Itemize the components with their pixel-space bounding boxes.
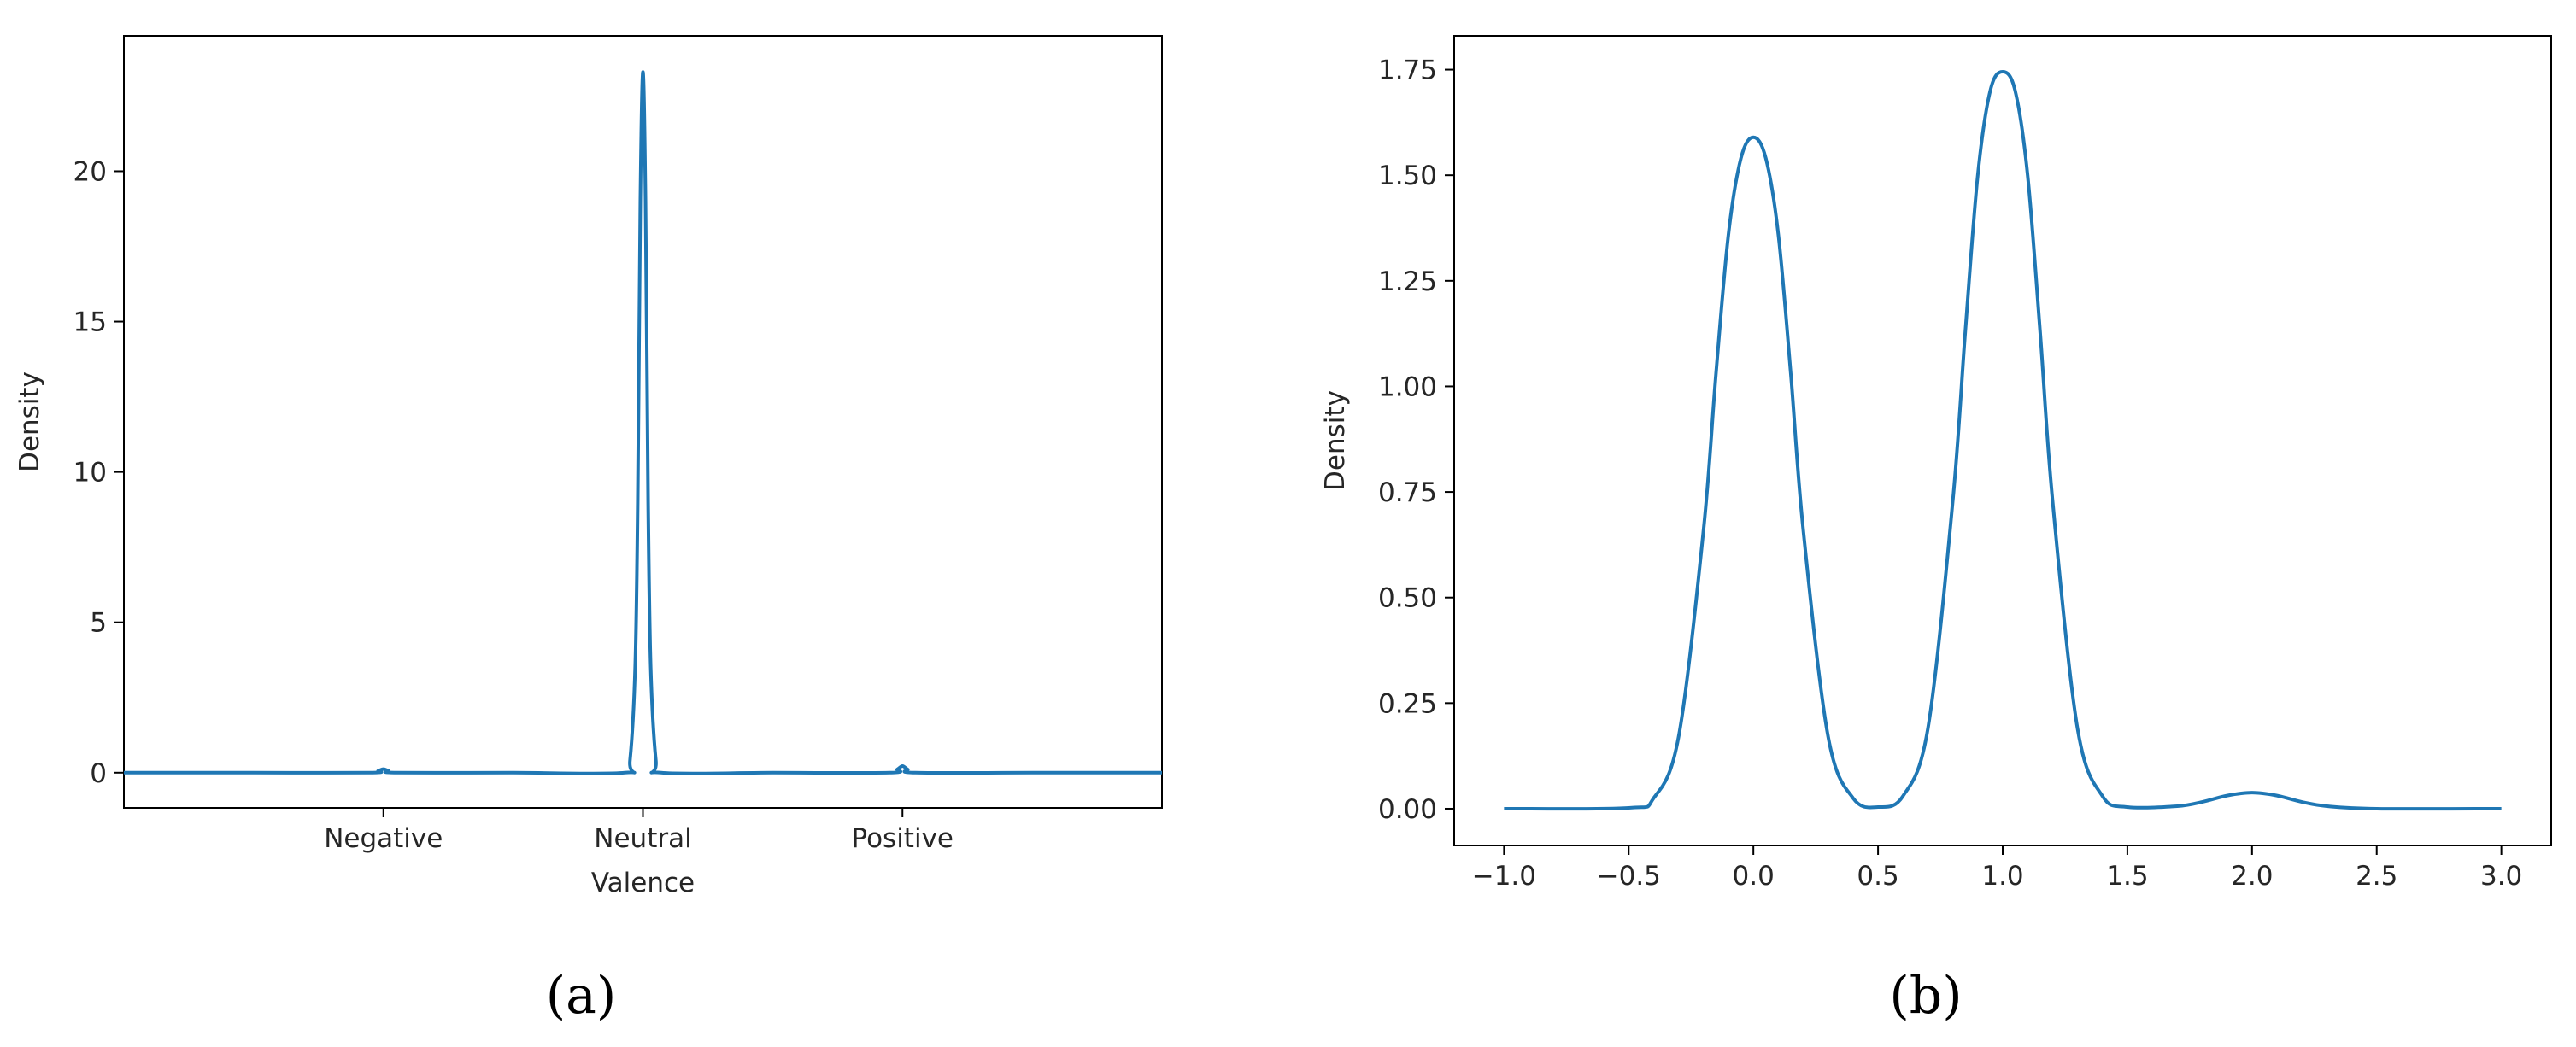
x-tick-label: Positive — [851, 823, 954, 854]
y-tick-label: 1.50 — [1378, 161, 1437, 191]
x-tick-label: −0.5 — [1597, 861, 1661, 892]
panel-label: (a) — [546, 966, 617, 1026]
y-tick-label: 0.25 — [1378, 688, 1437, 719]
x-tick-label: Negative — [324, 823, 443, 854]
x-tick-label: 2.5 — [2356, 861, 2397, 892]
plot-frame — [1453, 35, 2552, 846]
y-tick-label: 0.75 — [1378, 477, 1437, 508]
panel-label: (b) — [1889, 966, 1962, 1026]
x-axis-label: Valence — [591, 868, 695, 898]
y-tick-label: 1.00 — [1378, 371, 1437, 402]
density-line — [124, 70, 1162, 775]
y-tick-label: 15 — [73, 307, 107, 338]
x-tick-label: 0.5 — [1857, 861, 1898, 892]
x-tick-label: 1.0 — [1981, 861, 2023, 892]
y-tick-label: 1.75 — [1378, 56, 1437, 86]
x-tick-label: 3.0 — [2480, 861, 2522, 892]
y-tick-label: 0 — [90, 758, 107, 789]
x-tick-label: 1.5 — [2106, 861, 2148, 892]
y-tick-label: 20 — [73, 156, 107, 187]
x-tick-label: Neutral — [594, 823, 691, 854]
plot-frame — [123, 35, 1163, 809]
x-tick-label: −1.0 — [1472, 861, 1536, 892]
x-tick-label: 2.0 — [2231, 861, 2273, 892]
x-tick-label: 0.0 — [1733, 861, 1775, 892]
y-tick-label: 5 — [90, 608, 107, 639]
y-axis-label: Density — [1320, 390, 1351, 491]
chart-a: 0 5 10 15 20 Negative Neutral Positive Valence De… — [15, 35, 1163, 1026]
density-line — [1504, 70, 2502, 811]
chart-b: 0.00 0.25 0.50 0.75 1.00 1.25 1.50 1.75 −1.0 −0.5… — [1320, 35, 2552, 1026]
y-tick-label: 1.25 — [1378, 266, 1437, 297]
y-tick-label: 0.00 — [1378, 794, 1437, 825]
y-tick-label: 0.50 — [1378, 583, 1437, 614]
y-axis-label: Density — [15, 371, 45, 472]
y-tick-label: 10 — [73, 458, 107, 488]
